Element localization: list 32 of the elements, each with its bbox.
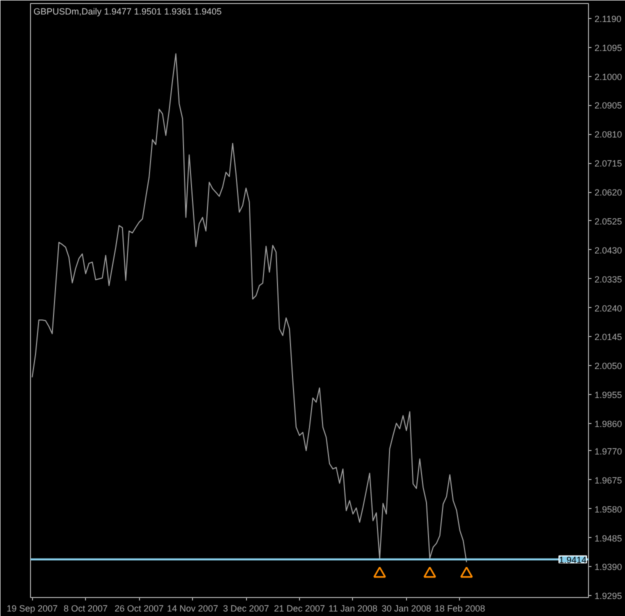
- y-tick-label: 1.9770: [594, 446, 622, 456]
- y-tick-label: 1.9295: [594, 591, 622, 602]
- y-tick-label: 2.0715: [594, 158, 622, 169]
- y-tick-label: 2.1000: [594, 72, 622, 82]
- y-tick-label: 1.9390: [594, 562, 622, 572]
- y-tick-label: 2.1190: [594, 14, 622, 24]
- y-tick-label: 1.9860: [594, 419, 622, 430]
- x-tick-label: 26 Oct 2007: [114, 604, 164, 614]
- chart-title: GBPUSDm,Daily 1.9477 1.9501 1.9361 1.9405: [34, 6, 222, 16]
- x-tick-label: 11 Jan 2008: [328, 604, 378, 614]
- x-tick-label: 30 Jan 2008: [382, 604, 432, 614]
- y-tick-label: 1.9675: [594, 475, 622, 486]
- y-tick-label: 1.9485: [594, 533, 622, 544]
- x-tick-label: 19 Sep 2007: [6, 604, 58, 614]
- y-tick-label: 1.9955: [594, 390, 622, 400]
- y-tick-label: 2.0525: [594, 216, 622, 226]
- x-tick-label: 14 Nov 2007: [167, 604, 218, 614]
- y-tick-label: 2.0620: [594, 188, 622, 198]
- y-tick-label: 2.0810: [594, 130, 622, 140]
- y-tick-label: 1.9580: [594, 504, 622, 514]
- y-tick-label: 2.0145: [594, 332, 622, 342]
- x-tick-label: 21 Dec 2007: [274, 604, 326, 614]
- ref-line-label: 1.9414: [558, 554, 587, 565]
- y-tick-label: 2.0905: [594, 100, 622, 111]
- y-tick-label: 2.1095: [594, 42, 622, 53]
- y-tick-label: 2.0050: [594, 361, 622, 372]
- x-tick-label: 18 Feb 2008: [434, 604, 486, 614]
- x-tick-label: 3 Dec 2007: [223, 604, 270, 614]
- y-tick-label: 2.0335: [594, 274, 622, 284]
- x-tick-label: 8 Oct 2007: [64, 604, 108, 614]
- y-tick-label: 2.0430: [594, 245, 622, 256]
- y-tick-label: 2.0240: [594, 303, 622, 314]
